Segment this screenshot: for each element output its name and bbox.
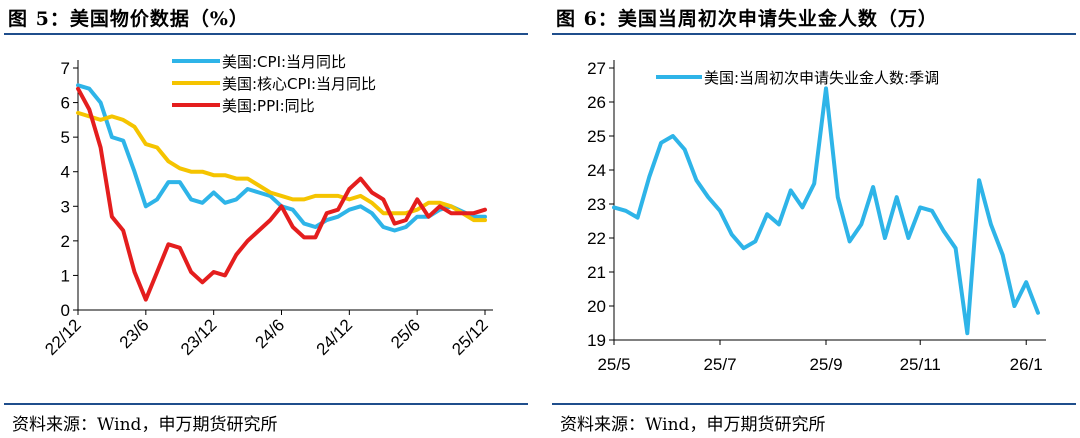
y-tick-label: 1: [61, 266, 70, 285]
figure-5-panel: 图 5：美国物价数据（%） 0 1 2 3 4 5 6 7 22/12 23/6 23/12 24/6…: [0, 0, 532, 438]
y-tick-label: 27: [587, 59, 606, 78]
y-tick-label: 22: [587, 229, 606, 248]
x-tick-label: 24/6: [251, 315, 288, 352]
y-tick-label: 5: [61, 128, 70, 147]
y-tick-label: 7: [61, 59, 70, 78]
y-tick-label: 25: [587, 127, 606, 146]
title-rule: [4, 33, 528, 35]
x-tick-label: 26/1: [1010, 355, 1043, 374]
legend-label: 美国:PPI:同比: [222, 97, 315, 115]
series-line-1: [76, 83, 487, 233]
source-note: 资料来源：Wind，申万期货研究所: [560, 415, 826, 435]
y-tick-label: 23: [587, 195, 606, 214]
source-note: 资料来源：Wind，申万期货研究所: [12, 415, 278, 435]
x-tick-label: 25/11: [900, 355, 941, 374]
source-rule: [4, 403, 528, 405]
legend-label: 美国:当周初次申请失业金人数:季调: [704, 69, 939, 87]
x-tick-label: 23/12: [177, 315, 221, 359]
source-rule: [552, 403, 1076, 405]
x-tick-label: 22/12: [41, 315, 85, 359]
x-tick-label: 25/12: [448, 315, 492, 359]
x-tick-label: 25/5: [597, 355, 630, 374]
x-tick-label: 23/6: [116, 315, 153, 352]
x-tick-label: 25/6: [387, 315, 424, 352]
y-tick-label: 21: [587, 263, 606, 282]
y-tick-label: 24: [587, 161, 606, 180]
legend-label: 美国:CPI:当月同比: [222, 53, 346, 71]
y-tick-label: 0: [61, 301, 70, 320]
y-tick-label: 4: [61, 163, 70, 182]
series-line-3: [76, 86, 487, 302]
claims-chart: 19 20 21 22 23 24 25 26 27 25/5 25/7 25/9 25/11 26/1 美…: [587, 59, 1046, 374]
legend-label: 美国:核心CPI:当月同比: [222, 75, 376, 93]
figure-title: 图 5：美国物价数据（%）: [8, 8, 249, 30]
x-tick-label: 25/7: [703, 355, 736, 374]
title-rule: [552, 33, 1076, 35]
series-line-1: [612, 86, 1040, 336]
y-tick-label: 19: [587, 331, 606, 350]
y-tick-label: 6: [61, 94, 70, 113]
y-tick-label: 2: [61, 232, 70, 251]
price-chart: 0 1 2 3 4 5 6 7 22/12 23/6 23/12 24/6 24/12 25/6 25/12…: [41, 53, 493, 359]
figure-title: 图 6：美国当周初次申请失业金人数（万）: [556, 8, 938, 30]
y-tick-label: 3: [61, 197, 70, 216]
y-tick-label: 20: [587, 297, 606, 316]
y-tick-label: 26: [587, 93, 606, 112]
x-tick-label: 24/12: [313, 315, 357, 359]
x-tick-label: 25/9: [809, 355, 842, 374]
figure-6-panel: 图 6：美国当周初次申请失业金人数（万） 19 20 21 22 23 24 25 26 27 2…: [548, 0, 1080, 438]
